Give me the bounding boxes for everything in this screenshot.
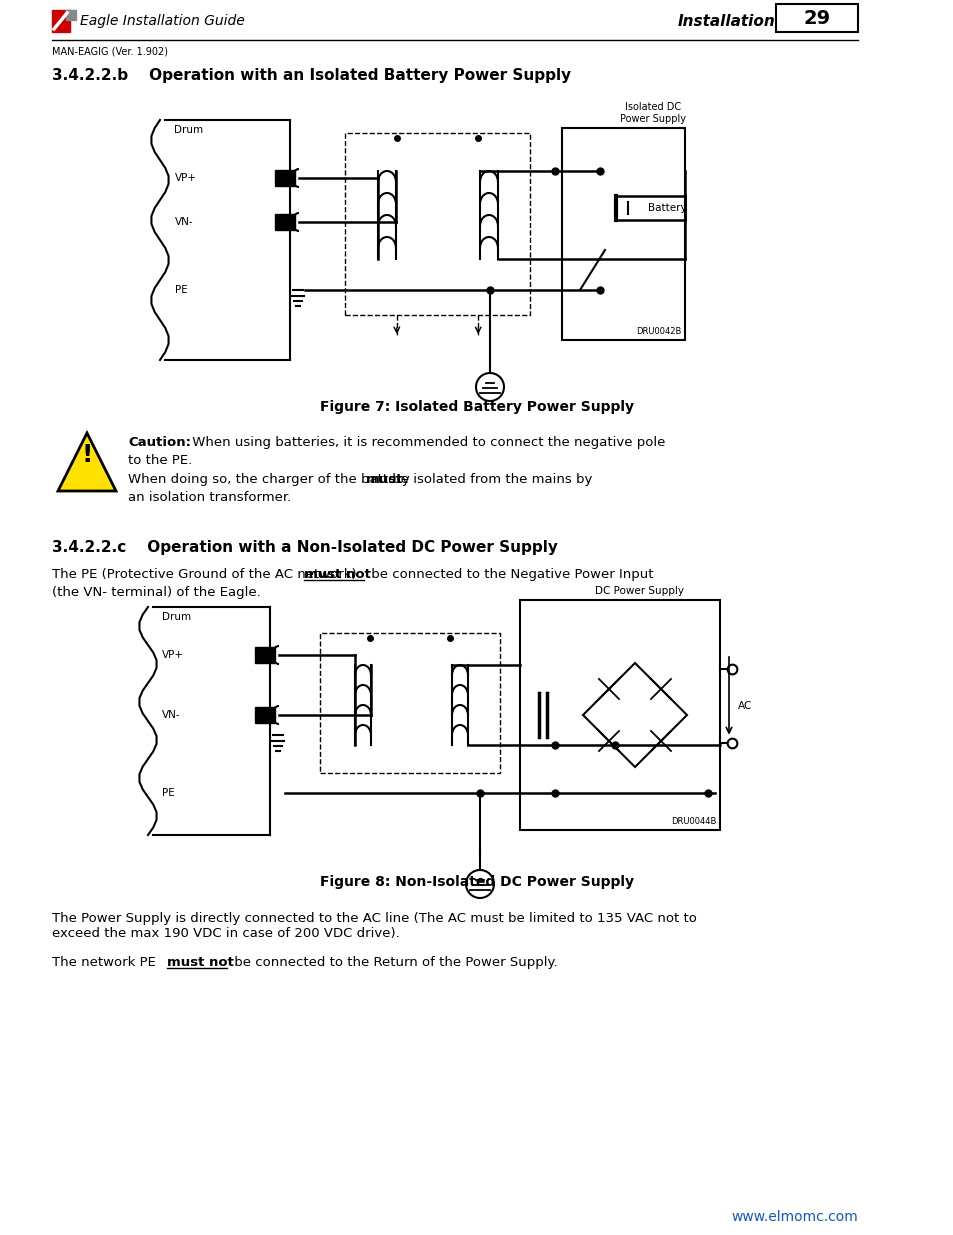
Text: PE: PE — [174, 285, 188, 295]
Text: Eagle Installation Guide: Eagle Installation Guide — [80, 14, 245, 28]
Text: The network PE: The network PE — [52, 956, 160, 969]
Text: Drum: Drum — [173, 125, 203, 135]
Bar — [52, 10, 70, 32]
Text: be connected to the Return of the Power Supply.: be connected to the Return of the Power … — [230, 956, 558, 969]
Text: DRU0044B: DRU0044B — [671, 818, 717, 826]
Text: VP+: VP+ — [162, 650, 184, 659]
Text: PE: PE — [162, 788, 174, 798]
Text: Caution:: Caution: — [128, 436, 191, 450]
Text: When doing so, the charger of the battery: When doing so, the charger of the batter… — [128, 473, 414, 487]
Text: 3.4.2.2.b    Operation with an Isolated Battery Power Supply: 3.4.2.2.b Operation with an Isolated Bat… — [52, 68, 571, 83]
Text: Installation: Installation — [677, 14, 774, 28]
Text: The PE (Protective Ground of the AC network): The PE (Protective Ground of the AC netw… — [52, 568, 360, 580]
Text: DRU0042B: DRU0042B — [636, 327, 681, 336]
Text: 3.4.2.2.c    Operation with a Non-Isolated DC Power Supply: 3.4.2.2.c Operation with a Non-Isolated … — [52, 540, 558, 555]
Text: VP+: VP+ — [174, 173, 196, 183]
Text: be isolated from the mains by: be isolated from the mains by — [388, 473, 592, 487]
Text: to the PE.: to the PE. — [128, 454, 193, 467]
Text: Drum: Drum — [162, 613, 191, 622]
Bar — [319, 634, 499, 773]
Text: DC Power Supply: DC Power Supply — [595, 585, 684, 597]
Text: AC: AC — [738, 700, 752, 711]
Text: must: must — [366, 473, 403, 487]
Text: !: ! — [81, 443, 92, 467]
Bar — [561, 128, 684, 340]
Text: The Power Supply is directly connected to the AC line (The AC must be limited to: The Power Supply is directly connected t… — [52, 911, 696, 940]
Text: must not: must not — [304, 568, 371, 580]
Bar — [66, 10, 76, 20]
Text: www.elmomc.com: www.elmomc.com — [731, 1210, 857, 1224]
Text: VN-: VN- — [162, 710, 180, 720]
Bar — [254, 647, 274, 663]
Text: must not: must not — [167, 956, 233, 969]
Text: Figure 8: Non-Isolated DC Power Supply: Figure 8: Non-Isolated DC Power Supply — [319, 876, 634, 889]
Bar — [274, 214, 294, 230]
Bar — [345, 133, 530, 315]
Bar — [775, 4, 857, 32]
Bar — [519, 600, 720, 830]
Text: an isolation transformer.: an isolation transformer. — [128, 492, 291, 504]
Text: (the VN- terminal) of the Eagle.: (the VN- terminal) of the Eagle. — [52, 585, 260, 599]
Polygon shape — [58, 433, 116, 492]
Bar — [274, 170, 294, 186]
Text: MAN-EAGIG (Ver. 1.902): MAN-EAGIG (Ver. 1.902) — [52, 47, 168, 57]
Text: Battery: Battery — [648, 203, 686, 212]
Text: be connected to the Negative Power Input: be connected to the Negative Power Input — [367, 568, 653, 580]
Text: Figure 7: Isolated Battery Power Supply: Figure 7: Isolated Battery Power Supply — [319, 400, 634, 414]
Bar — [254, 706, 274, 722]
Text: VN-: VN- — [174, 217, 193, 227]
Text: Isolated DC
Power Supply: Isolated DC Power Supply — [619, 103, 686, 124]
Text: When using batteries, it is recommended to connect the negative pole: When using batteries, it is recommended … — [188, 436, 664, 450]
Text: 29: 29 — [802, 9, 830, 27]
